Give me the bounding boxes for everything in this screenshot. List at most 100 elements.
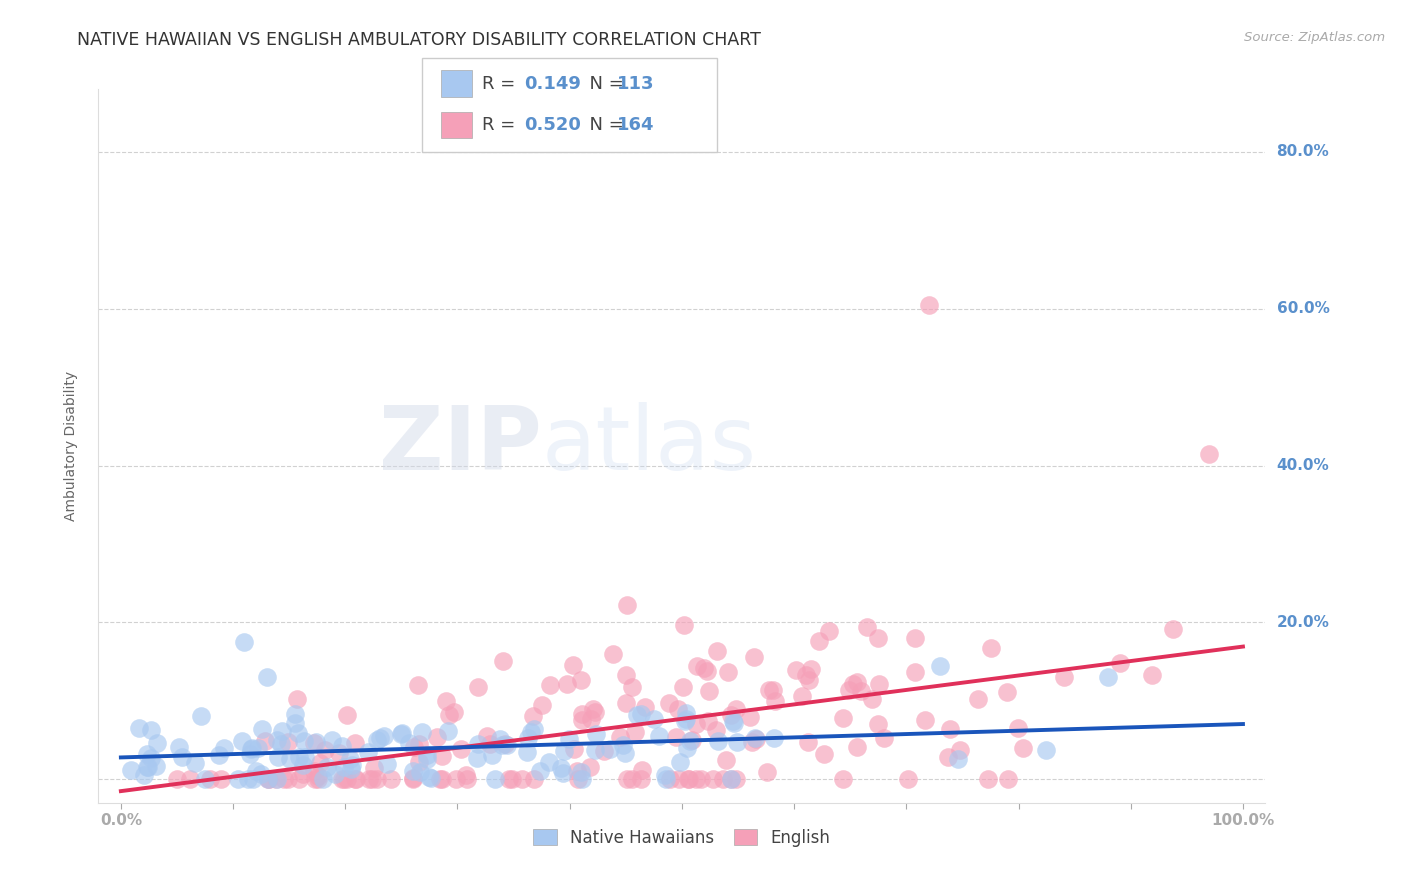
Point (492, 654, 515, 668)
Point (724, 772, 747, 787)
Point (720, 772, 742, 787)
Point (676, 741, 699, 756)
Point (685, 772, 707, 787)
Point (437, 707, 460, 722)
Point (720, 772, 742, 787)
Point (602, 647, 624, 661)
Point (614, 668, 637, 682)
Point (437, 724, 460, 739)
Point (136, 760, 159, 774)
Point (918, 298, 941, 312)
Point (571, 706, 593, 721)
Point (686, 658, 709, 673)
Point (170, 750, 193, 764)
Point (323, 767, 346, 781)
Point (443, 706, 465, 720)
Point (287, 750, 309, 764)
Text: ZIP: ZIP (380, 402, 541, 490)
Point (585, 727, 607, 741)
Text: 60.0%: 60.0% (1277, 301, 1330, 317)
Point (256, 670, 278, 684)
Point (340, 758, 363, 772)
Point (389, 726, 412, 740)
Point (980, 641, 1002, 656)
Point (501, 772, 523, 787)
Point (247, 741, 270, 756)
Point (408, 755, 430, 769)
Point (678, 772, 700, 787)
Point (404, 739, 426, 754)
Point (242, 772, 264, 787)
Point (744, 731, 766, 745)
Point (562, 742, 585, 756)
Point (510, 772, 533, 787)
Point (838, 683, 860, 698)
Point (359, 772, 381, 787)
Point (254, 734, 277, 748)
Point (330, 739, 353, 754)
Point (139, 751, 162, 765)
Point (1035, 742, 1057, 756)
Point (475, 729, 498, 743)
Point (266, 772, 288, 787)
Point (1097, 670, 1119, 684)
Point (273, 772, 295, 787)
Point (120, 763, 142, 777)
Point (344, 772, 367, 787)
Point (366, 772, 388, 787)
Point (665, 730, 688, 744)
Point (270, 723, 292, 738)
Point (516, 731, 538, 745)
Point (929, 658, 952, 673)
Point (631, 763, 654, 777)
Point (1198, 447, 1220, 461)
Point (256, 772, 278, 787)
Point (1163, 622, 1185, 636)
Point (742, 650, 765, 665)
Text: 113: 113 (617, 75, 655, 93)
Point (194, 772, 217, 787)
Y-axis label: Ambulatory Disability: Ambulatory Disability (63, 371, 77, 521)
Point (711, 772, 734, 787)
Point (807, 633, 830, 648)
Point (136, 747, 159, 761)
Point (519, 725, 541, 739)
Point (866, 717, 889, 731)
Point (897, 772, 920, 786)
Point (321, 732, 343, 747)
Text: 80.0%: 80.0% (1277, 145, 1329, 160)
Point (616, 598, 638, 612)
Point (634, 699, 657, 714)
Point (344, 736, 367, 750)
Point (693, 661, 716, 675)
Point (794, 668, 817, 682)
Point (391, 726, 413, 740)
Point (209, 772, 232, 787)
Point (434, 694, 457, 708)
Point (415, 747, 437, 762)
Point (516, 745, 538, 759)
Point (620, 772, 643, 787)
Point (914, 713, 936, 727)
Point (550, 761, 572, 775)
Text: N =: N = (578, 116, 630, 134)
Point (659, 772, 682, 787)
Point (741, 735, 763, 749)
Point (522, 709, 544, 723)
Point (673, 617, 696, 632)
Point (740, 710, 762, 724)
Text: 0.520: 0.520 (524, 116, 581, 134)
Point (420, 771, 443, 785)
Point (478, 737, 501, 751)
Point (666, 702, 689, 716)
Point (304, 734, 326, 748)
Point (238, 772, 260, 787)
Point (467, 737, 489, 751)
Point (846, 739, 869, 754)
Point (141, 723, 163, 737)
Point (676, 772, 699, 787)
Point (679, 734, 702, 748)
Point (571, 764, 593, 779)
Point (537, 755, 560, 769)
Point (270, 737, 292, 751)
